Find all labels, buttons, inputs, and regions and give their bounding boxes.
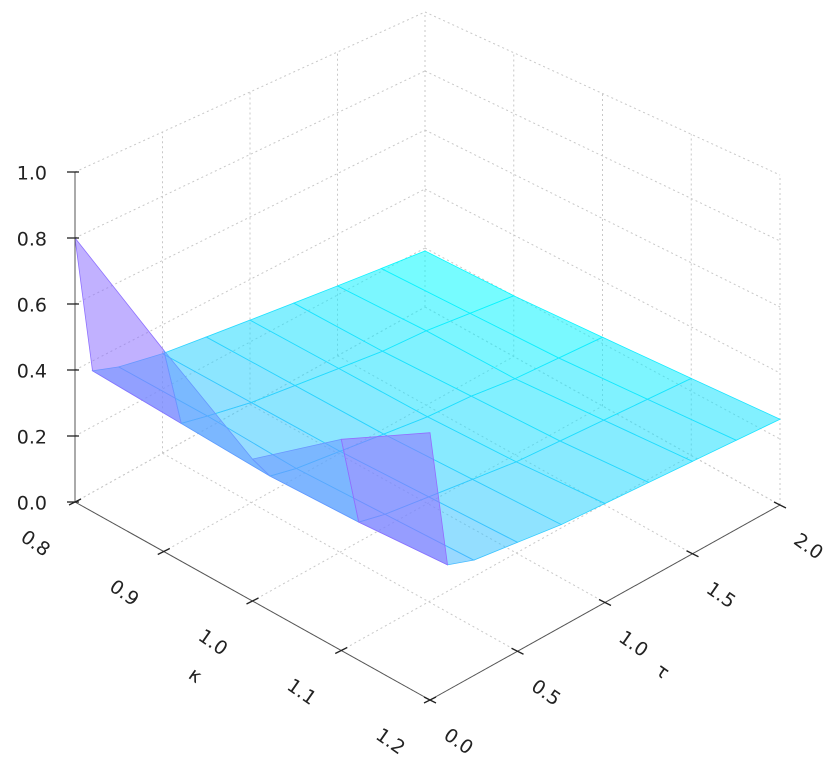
tick-mark bbox=[773, 501, 787, 509]
y-axis-label: τ bbox=[651, 659, 673, 684]
grid-line bbox=[74, 11, 426, 173]
y-tick-label: 1.0 bbox=[615, 626, 652, 661]
x-tick-label: 1.0 bbox=[194, 625, 231, 660]
z-tick-label: 0.6 bbox=[17, 295, 47, 317]
x-axis-label: κ bbox=[184, 663, 206, 687]
tick-mark bbox=[334, 646, 348, 655]
grid-line bbox=[74, 129, 426, 305]
tick-mark bbox=[511, 647, 524, 655]
tick-mark bbox=[68, 498, 82, 506]
surface bbox=[74, 236, 781, 566]
z-tick-label: 0.0 bbox=[17, 493, 47, 515]
y-tick-label: 1.5 bbox=[702, 578, 739, 613]
grid-line bbox=[341, 455, 692, 651]
tick-mark bbox=[423, 696, 437, 704]
x-tick-label: 0.8 bbox=[17, 526, 54, 561]
y-tick-label: 0.5 bbox=[527, 675, 564, 710]
grid-line bbox=[424, 188, 781, 374]
y-tick-label: 0.0 bbox=[440, 724, 477, 759]
z-tick-label: 0.2 bbox=[17, 427, 47, 449]
surface-cell bbox=[340, 432, 448, 566]
z-tick-label: 0.8 bbox=[17, 229, 47, 251]
x-tick-label: 1.2 bbox=[372, 724, 409, 759]
y-tick-label: 2.0 bbox=[790, 529, 825, 564]
z-tick-label: 0.4 bbox=[17, 361, 47, 383]
x-tick-label: 0.9 bbox=[105, 575, 142, 610]
tick-mark bbox=[686, 550, 699, 558]
surface-cell bbox=[74, 236, 182, 425]
x-tick-label: 1.1 bbox=[283, 674, 320, 709]
tick-mark bbox=[246, 597, 259, 605]
tick-mark bbox=[598, 598, 612, 607]
grid-line bbox=[424, 129, 781, 308]
tick-mark bbox=[157, 547, 171, 556]
grid-line bbox=[424, 11, 781, 176]
z-tick-label: 1.0 bbox=[17, 163, 47, 185]
